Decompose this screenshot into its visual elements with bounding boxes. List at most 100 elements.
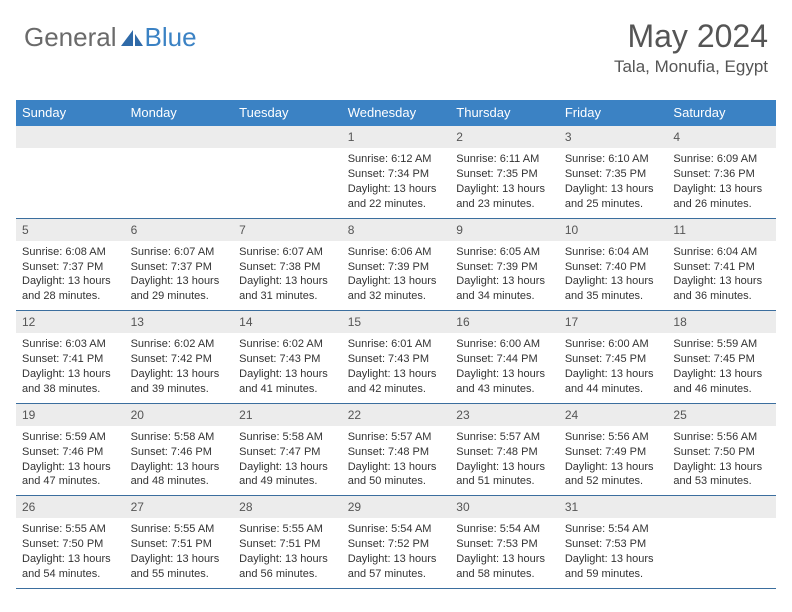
dow-cell: Thursday xyxy=(450,100,559,126)
day-cell: 1Sunrise: 6:12 AMSunset: 7:34 PMDaylight… xyxy=(342,126,451,218)
sunset-line: Sunset: 7:45 PM xyxy=(565,352,662,367)
sunset-line: Sunset: 7:53 PM xyxy=(456,537,553,552)
day-cell: 28Sunrise: 5:55 AMSunset: 7:51 PMDayligh… xyxy=(233,496,342,588)
sunset-line: Sunset: 7:42 PM xyxy=(131,352,228,367)
day-number: 29 xyxy=(342,496,451,518)
day-number: 14 xyxy=(233,311,342,333)
day-number: 2 xyxy=(450,126,559,148)
sunrise-line: Sunrise: 6:02 AM xyxy=(239,337,336,352)
day-number: 23 xyxy=(450,404,559,426)
day-body: Sunrise: 6:07 AMSunset: 7:38 PMDaylight:… xyxy=(233,241,342,310)
day-body: Sunrise: 5:54 AMSunset: 7:52 PMDaylight:… xyxy=(342,518,451,587)
daylight-line: Daylight: 13 hours and 31 minutes. xyxy=(239,274,336,304)
sunrise-line: Sunrise: 6:04 AM xyxy=(565,245,662,260)
day-number: 28 xyxy=(233,496,342,518)
day-body: Sunrise: 5:55 AMSunset: 7:51 PMDaylight:… xyxy=(233,518,342,587)
day-cell: 25Sunrise: 5:56 AMSunset: 7:50 PMDayligh… xyxy=(667,404,776,496)
day-cell: 2Sunrise: 6:11 AMSunset: 7:35 PMDaylight… xyxy=(450,126,559,218)
daylight-line: Daylight: 13 hours and 25 minutes. xyxy=(565,182,662,212)
day-body xyxy=(125,148,234,158)
day-body: Sunrise: 5:57 AMSunset: 7:48 PMDaylight:… xyxy=(450,426,559,495)
day-number: 12 xyxy=(16,311,125,333)
daylight-line: Daylight: 13 hours and 23 minutes. xyxy=(456,182,553,212)
month-title: May 2024 xyxy=(614,18,768,55)
sunset-line: Sunset: 7:51 PM xyxy=(239,537,336,552)
day-number: 31 xyxy=(559,496,668,518)
dow-cell: Saturday xyxy=(667,100,776,126)
sunset-line: Sunset: 7:49 PM xyxy=(565,445,662,460)
sunset-line: Sunset: 7:48 PM xyxy=(348,445,445,460)
day-body: Sunrise: 6:02 AMSunset: 7:42 PMDaylight:… xyxy=(125,333,234,402)
sunset-line: Sunset: 7:39 PM xyxy=(348,260,445,275)
day-cell: 7Sunrise: 6:07 AMSunset: 7:38 PMDaylight… xyxy=(233,219,342,311)
daylight-line: Daylight: 13 hours and 50 minutes. xyxy=(348,460,445,490)
day-body xyxy=(233,148,342,158)
sunset-line: Sunset: 7:37 PM xyxy=(22,260,119,275)
day-number: 30 xyxy=(450,496,559,518)
daylight-line: Daylight: 13 hours and 51 minutes. xyxy=(456,460,553,490)
day-body: Sunrise: 6:10 AMSunset: 7:35 PMDaylight:… xyxy=(559,148,668,217)
day-number: 18 xyxy=(667,311,776,333)
day-number: 27 xyxy=(125,496,234,518)
day-body: Sunrise: 5:56 AMSunset: 7:50 PMDaylight:… xyxy=(667,426,776,495)
daylight-line: Daylight: 13 hours and 59 minutes. xyxy=(565,552,662,582)
day-cell: 18Sunrise: 5:59 AMSunset: 7:45 PMDayligh… xyxy=(667,311,776,403)
week-row: 1Sunrise: 6:12 AMSunset: 7:34 PMDaylight… xyxy=(16,126,776,219)
day-number: 8 xyxy=(342,219,451,241)
sunrise-line: Sunrise: 5:55 AM xyxy=(239,522,336,537)
day-body xyxy=(667,518,776,528)
daylight-line: Daylight: 13 hours and 41 minutes. xyxy=(239,367,336,397)
day-cell: 13Sunrise: 6:02 AMSunset: 7:42 PMDayligh… xyxy=(125,311,234,403)
sunrise-line: Sunrise: 6:08 AM xyxy=(22,245,119,260)
sunrise-line: Sunrise: 5:57 AM xyxy=(348,430,445,445)
day-cell: 3Sunrise: 6:10 AMSunset: 7:35 PMDaylight… xyxy=(559,126,668,218)
calendar: SundayMondayTuesdayWednesdayThursdayFrid… xyxy=(16,100,776,589)
day-number: 20 xyxy=(125,404,234,426)
day-number xyxy=(667,496,776,518)
day-number: 17 xyxy=(559,311,668,333)
sunset-line: Sunset: 7:50 PM xyxy=(673,445,770,460)
sunrise-line: Sunrise: 5:58 AM xyxy=(239,430,336,445)
day-body: Sunrise: 5:59 AMSunset: 7:46 PMDaylight:… xyxy=(16,426,125,495)
sunset-line: Sunset: 7:46 PM xyxy=(22,445,119,460)
day-cell: 9Sunrise: 6:05 AMSunset: 7:39 PMDaylight… xyxy=(450,219,559,311)
daylight-line: Daylight: 13 hours and 32 minutes. xyxy=(348,274,445,304)
sunset-line: Sunset: 7:38 PM xyxy=(239,260,336,275)
daylight-line: Daylight: 13 hours and 52 minutes. xyxy=(565,460,662,490)
day-cell: 4Sunrise: 6:09 AMSunset: 7:36 PMDaylight… xyxy=(667,126,776,218)
day-cell: 6Sunrise: 6:07 AMSunset: 7:37 PMDaylight… xyxy=(125,219,234,311)
day-cell: 24Sunrise: 5:56 AMSunset: 7:49 PMDayligh… xyxy=(559,404,668,496)
day-body: Sunrise: 6:06 AMSunset: 7:39 PMDaylight:… xyxy=(342,241,451,310)
sunset-line: Sunset: 7:41 PM xyxy=(673,260,770,275)
sunrise-line: Sunrise: 5:54 AM xyxy=(565,522,662,537)
week-row: 12Sunrise: 6:03 AMSunset: 7:41 PMDayligh… xyxy=(16,311,776,404)
sunrise-line: Sunrise: 6:07 AM xyxy=(131,245,228,260)
day-cell: 16Sunrise: 6:00 AMSunset: 7:44 PMDayligh… xyxy=(450,311,559,403)
week-row: 19Sunrise: 5:59 AMSunset: 7:46 PMDayligh… xyxy=(16,404,776,497)
day-number: 3 xyxy=(559,126,668,148)
day-number: 15 xyxy=(342,311,451,333)
sunset-line: Sunset: 7:35 PM xyxy=(456,167,553,182)
daylight-line: Daylight: 13 hours and 49 minutes. xyxy=(239,460,336,490)
brand-logo: General Blue xyxy=(24,22,197,53)
sunrise-line: Sunrise: 6:00 AM xyxy=(456,337,553,352)
day-body: Sunrise: 5:58 AMSunset: 7:46 PMDaylight:… xyxy=(125,426,234,495)
daylight-line: Daylight: 13 hours and 28 minutes. xyxy=(22,274,119,304)
day-number: 1 xyxy=(342,126,451,148)
sunrise-line: Sunrise: 5:59 AM xyxy=(673,337,770,352)
day-body: Sunrise: 6:05 AMSunset: 7:39 PMDaylight:… xyxy=(450,241,559,310)
daylight-line: Daylight: 13 hours and 44 minutes. xyxy=(565,367,662,397)
sunrise-line: Sunrise: 6:06 AM xyxy=(348,245,445,260)
day-cell: 8Sunrise: 6:06 AMSunset: 7:39 PMDaylight… xyxy=(342,219,451,311)
day-number: 6 xyxy=(125,219,234,241)
day-body: Sunrise: 6:04 AMSunset: 7:40 PMDaylight:… xyxy=(559,241,668,310)
day-body: Sunrise: 5:54 AMSunset: 7:53 PMDaylight:… xyxy=(450,518,559,587)
daylight-line: Daylight: 13 hours and 48 minutes. xyxy=(131,460,228,490)
day-number: 19 xyxy=(16,404,125,426)
header: General Blue May 2024 Tala, Monufia, Egy… xyxy=(0,0,792,100)
sunset-line: Sunset: 7:34 PM xyxy=(348,167,445,182)
sunrise-line: Sunrise: 5:54 AM xyxy=(456,522,553,537)
week-row: 26Sunrise: 5:55 AMSunset: 7:50 PMDayligh… xyxy=(16,496,776,589)
sunset-line: Sunset: 7:47 PM xyxy=(239,445,336,460)
sunset-line: Sunset: 7:52 PM xyxy=(348,537,445,552)
